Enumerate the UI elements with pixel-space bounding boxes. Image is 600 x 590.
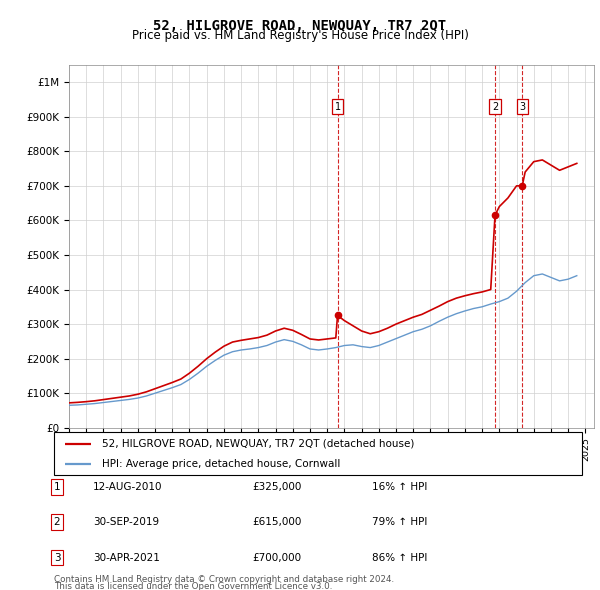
Text: 79% ↑ HPI: 79% ↑ HPI xyxy=(372,517,427,527)
Text: 16% ↑ HPI: 16% ↑ HPI xyxy=(372,482,427,491)
Text: HPI: Average price, detached house, Cornwall: HPI: Average price, detached house, Corn… xyxy=(101,459,340,469)
FancyBboxPatch shape xyxy=(54,432,582,475)
Text: 52, HILGROVE ROAD, NEWQUAY, TR7 2QT (detached house): 52, HILGROVE ROAD, NEWQUAY, TR7 2QT (det… xyxy=(101,438,414,448)
Text: 1: 1 xyxy=(334,101,341,112)
Text: 52, HILGROVE ROAD, NEWQUAY, TR7 2QT: 52, HILGROVE ROAD, NEWQUAY, TR7 2QT xyxy=(154,19,446,33)
Text: £325,000: £325,000 xyxy=(252,482,301,491)
Text: 2: 2 xyxy=(53,517,61,527)
Text: 86% ↑ HPI: 86% ↑ HPI xyxy=(372,553,427,562)
Text: £700,000: £700,000 xyxy=(252,553,301,562)
Text: This data is licensed under the Open Government Licence v3.0.: This data is licensed under the Open Gov… xyxy=(54,582,332,590)
Text: Price paid vs. HM Land Registry's House Price Index (HPI): Price paid vs. HM Land Registry's House … xyxy=(131,30,469,42)
Text: 30-SEP-2019: 30-SEP-2019 xyxy=(93,517,159,527)
Text: 12-AUG-2010: 12-AUG-2010 xyxy=(93,482,163,491)
Text: 1: 1 xyxy=(53,482,61,491)
Text: £615,000: £615,000 xyxy=(252,517,301,527)
Text: 30-APR-2021: 30-APR-2021 xyxy=(93,553,160,562)
Text: 3: 3 xyxy=(519,101,525,112)
Text: 3: 3 xyxy=(53,553,61,562)
Text: 2: 2 xyxy=(492,101,498,112)
Text: Contains HM Land Registry data © Crown copyright and database right 2024.: Contains HM Land Registry data © Crown c… xyxy=(54,575,394,584)
